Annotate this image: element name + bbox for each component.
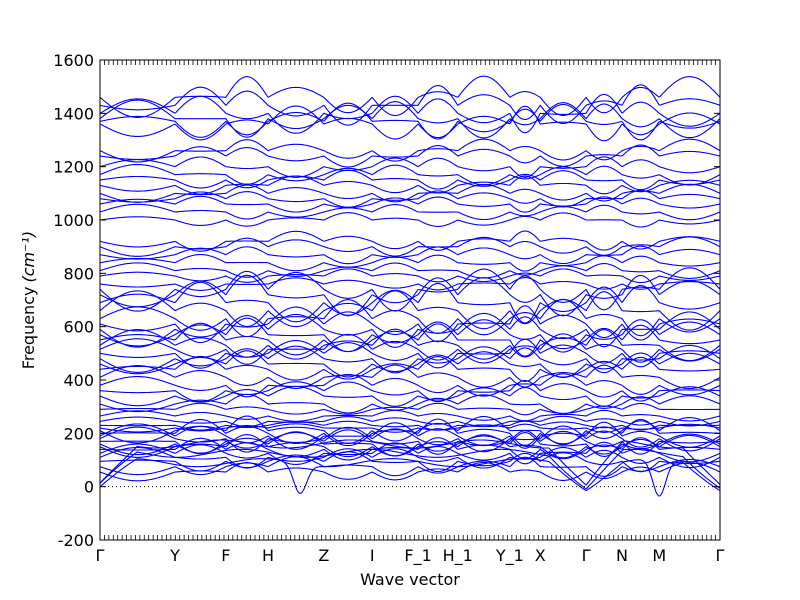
x-tick-label: H bbox=[262, 546, 274, 565]
phonon-branch bbox=[100, 163, 720, 186]
phonon-branch bbox=[100, 338, 720, 369]
y-tick-label: 0 bbox=[84, 478, 94, 497]
phonon-branch bbox=[100, 409, 720, 422]
phonon-branch bbox=[100, 423, 720, 433]
phonon-branch bbox=[100, 230, 720, 252]
phonon-branch bbox=[100, 429, 720, 455]
phonon-branch bbox=[100, 75, 720, 118]
phonon-branch bbox=[100, 262, 720, 279]
y-tick-label: 800 bbox=[63, 264, 94, 283]
y-axis-label: Frequency (cm⁻¹) bbox=[19, 231, 38, 369]
y-tick-label: 200 bbox=[63, 424, 94, 443]
y-axis-ticks: -200 0 200 400 600 800 1000 1200 1400 1600 bbox=[53, 51, 720, 550]
phonon-branch bbox=[100, 420, 720, 431]
y-tick-label: 1000 bbox=[53, 211, 94, 230]
phonon-branch bbox=[100, 274, 720, 317]
x-tick-label: Y bbox=[169, 546, 180, 565]
x-tick-label: F_1 bbox=[404, 546, 431, 566]
y-tick-label: 1600 bbox=[53, 51, 94, 70]
phonon-branch bbox=[100, 393, 720, 415]
phonon-branch bbox=[100, 267, 720, 312]
y-tick-label: 1400 bbox=[53, 104, 94, 123]
phonon-branch bbox=[100, 451, 720, 473]
phonon-branch bbox=[100, 277, 720, 291]
x-tick-label: X bbox=[535, 546, 546, 565]
x-tick-label: Γ bbox=[582, 546, 591, 565]
x-tick-label: Y_1 bbox=[495, 546, 524, 566]
phonon-branch bbox=[100, 425, 720, 453]
x-axis-label: Wave vector bbox=[360, 570, 460, 589]
y-tick-label: 400 bbox=[63, 371, 94, 390]
x-tick-label: Z bbox=[318, 546, 329, 565]
phonon-branch bbox=[100, 333, 720, 365]
x-axis-ticks: Γ Y F H Z I F_1 H_1 Y_1 X Γ N M Γ bbox=[96, 60, 725, 566]
phonon-branch bbox=[100, 380, 720, 403]
phonon-branch bbox=[100, 203, 720, 221]
x-tick-label: F bbox=[221, 546, 230, 565]
phonon-branch bbox=[100, 402, 720, 416]
y-tick-label: -200 bbox=[58, 531, 94, 550]
phonon-branch bbox=[100, 456, 720, 477]
x-tick-label: H_1 bbox=[443, 546, 473, 566]
phonon-bands bbox=[100, 75, 720, 497]
phonon-branch bbox=[100, 322, 720, 357]
phonon-branch bbox=[100, 415, 720, 446]
phonon-branch bbox=[100, 344, 720, 374]
phonon-branch bbox=[100, 373, 720, 398]
phonon-branch bbox=[100, 385, 720, 407]
phonon-branch bbox=[100, 84, 720, 126]
phonon-branch bbox=[100, 305, 720, 344]
phonon-branch bbox=[100, 175, 720, 195]
phonon-branch bbox=[100, 253, 720, 272]
acoustic-branch bbox=[100, 458, 720, 497]
phonon-branch bbox=[100, 169, 720, 191]
y-axis-label-text: Frequency bbox=[19, 287, 38, 370]
phonon-branch bbox=[100, 138, 720, 163]
phonon-branch bbox=[100, 311, 720, 348]
y-axis-unit: (cm⁻¹) bbox=[19, 231, 38, 283]
phonon-branch bbox=[100, 364, 720, 390]
x-tick-label: Γ bbox=[96, 546, 105, 565]
phonon-branch bbox=[100, 105, 720, 142]
acoustic-branch bbox=[100, 439, 720, 486]
phonon-branch bbox=[100, 298, 720, 338]
phonon-branch bbox=[100, 328, 720, 362]
y-tick-label: 600 bbox=[63, 318, 94, 337]
phonon-branch bbox=[100, 183, 720, 203]
phonon-branch bbox=[100, 281, 720, 324]
phonon-branch bbox=[100, 195, 720, 213]
x-tick-label: N bbox=[616, 546, 628, 565]
x-tick-label: I bbox=[370, 546, 375, 565]
acoustic-branch bbox=[100, 448, 720, 490]
phonon-branch bbox=[100, 212, 720, 228]
y-tick-label: 1200 bbox=[53, 158, 94, 177]
phonon-branch bbox=[100, 446, 720, 469]
x-tick-label: M bbox=[652, 546, 666, 565]
phonon-branch bbox=[100, 189, 720, 208]
phonon-branch bbox=[100, 102, 720, 141]
phonon-branch bbox=[100, 99, 720, 139]
phonon-branch bbox=[100, 415, 720, 428]
phonon-branch bbox=[100, 268, 720, 284]
phonon-branch bbox=[100, 236, 720, 257]
x-tick-label: Γ bbox=[716, 546, 725, 565]
phonon-branch bbox=[100, 156, 720, 178]
